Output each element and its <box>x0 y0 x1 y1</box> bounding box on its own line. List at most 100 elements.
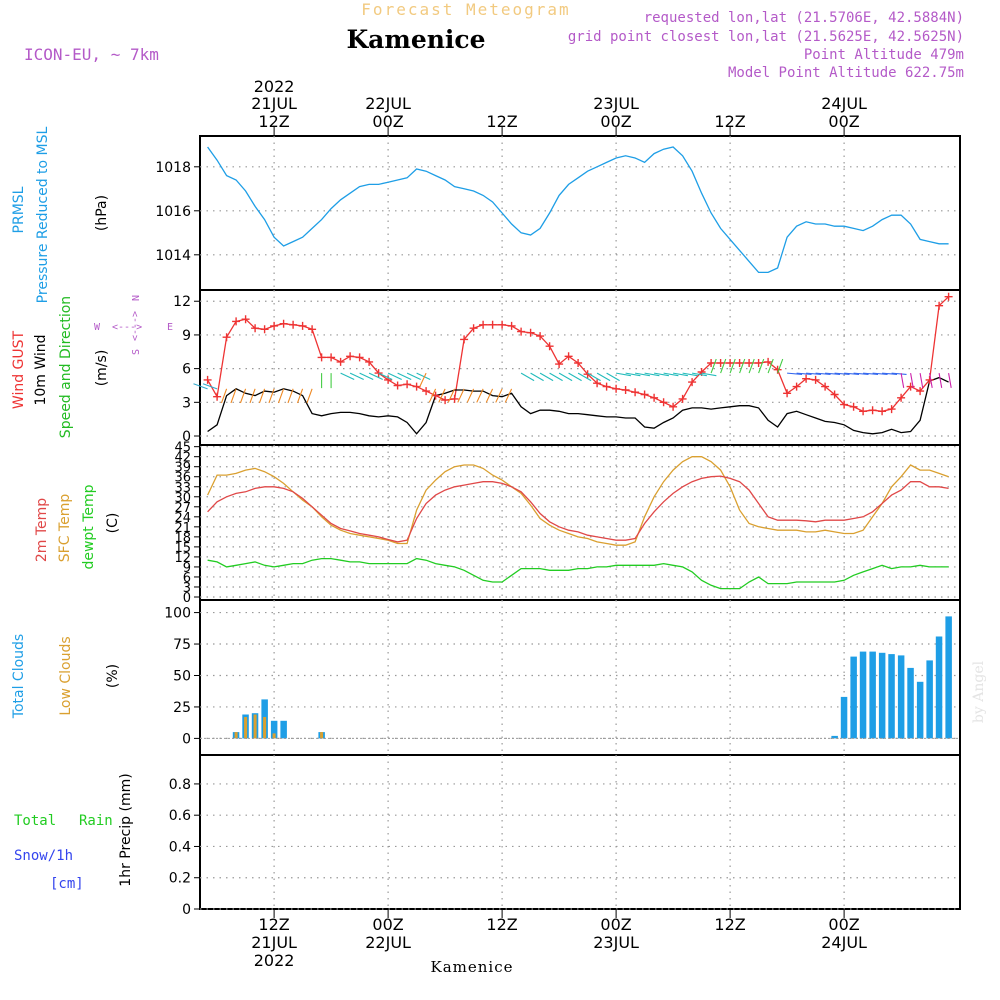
wind-direction-arrow <box>919 373 924 388</box>
compass-ew-arrow: <---> <box>112 322 142 333</box>
cloud-total-bar <box>850 656 857 739</box>
wind-direction-arrow <box>539 372 554 382</box>
wind-gust-marker <box>279 319 288 328</box>
compass-w: W <box>94 322 101 333</box>
time-label-date-top: 24JUL <box>821 94 867 113</box>
wind-direction-arrow <box>558 372 573 382</box>
wind-gust-marker <box>393 381 402 390</box>
wind-direction-arrow <box>625 372 641 377</box>
cloud-low-label: Low Clouds <box>58 636 74 715</box>
time-label-hour-bottom: 00Z <box>828 915 859 934</box>
wind-gust-marker <box>336 357 345 366</box>
y-tick-label-temp: 12 <box>174 551 191 566</box>
temp-unit: (C) <box>105 513 121 534</box>
compass-ns-arrow: <---> <box>130 311 141 341</box>
precip-rain-label: Rain <box>79 813 113 829</box>
y-tick-label-temp: 27 <box>174 501 191 516</box>
wind-gust-marker <box>488 320 497 329</box>
wind-gust-marker <box>355 353 364 362</box>
wind-gust-marker <box>412 382 421 391</box>
cloud-total-bar <box>878 652 886 739</box>
wind-direction-arrow <box>777 358 784 374</box>
y-tick-label-temp: 33 <box>174 481 191 496</box>
wind-gust-marker <box>811 375 820 384</box>
cloud-low-bar <box>263 717 267 739</box>
wind-gust-marker <box>925 375 934 384</box>
wind-direction-arrow <box>815 372 831 375</box>
gridpoint-coords: grid point closest lon,lat (21.5625E, 42… <box>568 29 964 45</box>
wind-10m-line <box>207 376 949 435</box>
sfc-temp-line <box>207 456 949 546</box>
wind-direction-arrow <box>787 372 803 375</box>
wind-gust-marker <box>422 387 431 396</box>
wind-direction-arrow <box>596 372 611 382</box>
wind-gust-marker <box>783 389 792 398</box>
wind-gust-marker <box>593 379 602 388</box>
wind-gust-marker <box>346 352 355 361</box>
wind-panel <box>199 289 961 446</box>
wind-direction-arrow <box>729 358 736 374</box>
cloud-total-bar <box>280 720 287 739</box>
prmsl-label-2: Pressure Reduced to MSL <box>35 126 51 303</box>
y-tick-label-temp: 3 <box>183 581 191 596</box>
wind-direction-arrow <box>306 388 313 404</box>
time-label-hour-top: 12Z <box>714 112 745 131</box>
y-tick-label-precip: 0.2 <box>169 871 191 887</box>
wind-direction-arrow <box>258 388 266 404</box>
compass-s: S <box>131 349 142 355</box>
time-year-top: 2022 <box>254 77 295 96</box>
wind-gust-marker <box>536 332 545 341</box>
sfctemp-label: SFC Temp <box>57 494 73 563</box>
wind-gust-marker <box>621 386 630 394</box>
model-name: ICON-EU, ~ 7km <box>24 45 159 64</box>
point-altitude: Point Altitude 479m <box>804 47 964 63</box>
wind-direction-arrow <box>438 388 446 403</box>
wind-direction-arrow <box>710 358 717 374</box>
wind-direction-arrow <box>296 388 304 404</box>
wind-gust-marker <box>365 357 374 366</box>
y-tick-label-wind: 9 <box>182 328 191 344</box>
time-label-date-top: 21JUL <box>251 94 297 113</box>
wind-direction-arrow <box>767 358 774 374</box>
y-tick-label-temp: 6 <box>183 571 191 586</box>
wind-direction-arrow <box>428 388 437 403</box>
wind-direction-arrow <box>929 373 933 388</box>
wind-direction-arrow <box>230 388 237 404</box>
precip-unit: 1hr Precip (mm) <box>118 773 134 886</box>
wind-direction-arrow <box>853 372 869 375</box>
cloud-low-bar <box>253 714 257 739</box>
cloud-total-bar <box>840 696 848 739</box>
wind-gust-marker <box>251 324 260 333</box>
wind-gust-marker <box>944 292 953 301</box>
time-label-hour-top: 00Z <box>600 112 631 131</box>
wind-direction-arrow <box>616 372 631 377</box>
footer-location: Kamenice <box>431 958 514 976</box>
wind-gust-marker <box>640 390 649 399</box>
wind-direction-arrow <box>220 388 228 404</box>
y-tick-label-precip: 0.4 <box>169 839 191 855</box>
wind-gust-marker <box>308 325 317 334</box>
wind-direction-arrow <box>587 372 601 382</box>
time-label-date-bottom: 23JUL <box>593 933 639 952</box>
wind-direction-arrow <box>635 372 650 377</box>
compass-n: N <box>131 295 142 301</box>
y-tick-label-temp: 9 <box>183 561 191 576</box>
wind-direction-arrow <box>368 372 383 380</box>
y-tick-label-wind: 12 <box>173 294 191 310</box>
y-tick-label-cloud: 100 <box>164 606 191 622</box>
cloud-unit: (%) <box>105 664 121 688</box>
wind-direction-arrow <box>549 372 563 382</box>
y-tick-label-temp: 24 <box>174 511 191 526</box>
wind-gust-marker <box>460 335 469 344</box>
wind-gust-marker <box>897 393 906 402</box>
prmsl-label: PRMSL <box>11 186 27 233</box>
wind-direction-arrow <box>447 388 456 403</box>
wind-gust-marker <box>270 321 279 330</box>
wind-gust-marker <box>868 406 877 415</box>
location-title: Kamenice <box>346 25 485 54</box>
time-label-hour-top: 00Z <box>828 112 859 131</box>
time-label-hour-bottom: 00Z <box>600 915 631 934</box>
wind-direction-arrow <box>340 372 355 380</box>
wind-direction-arrow <box>419 372 427 387</box>
wind-direction-arrow <box>825 372 841 375</box>
